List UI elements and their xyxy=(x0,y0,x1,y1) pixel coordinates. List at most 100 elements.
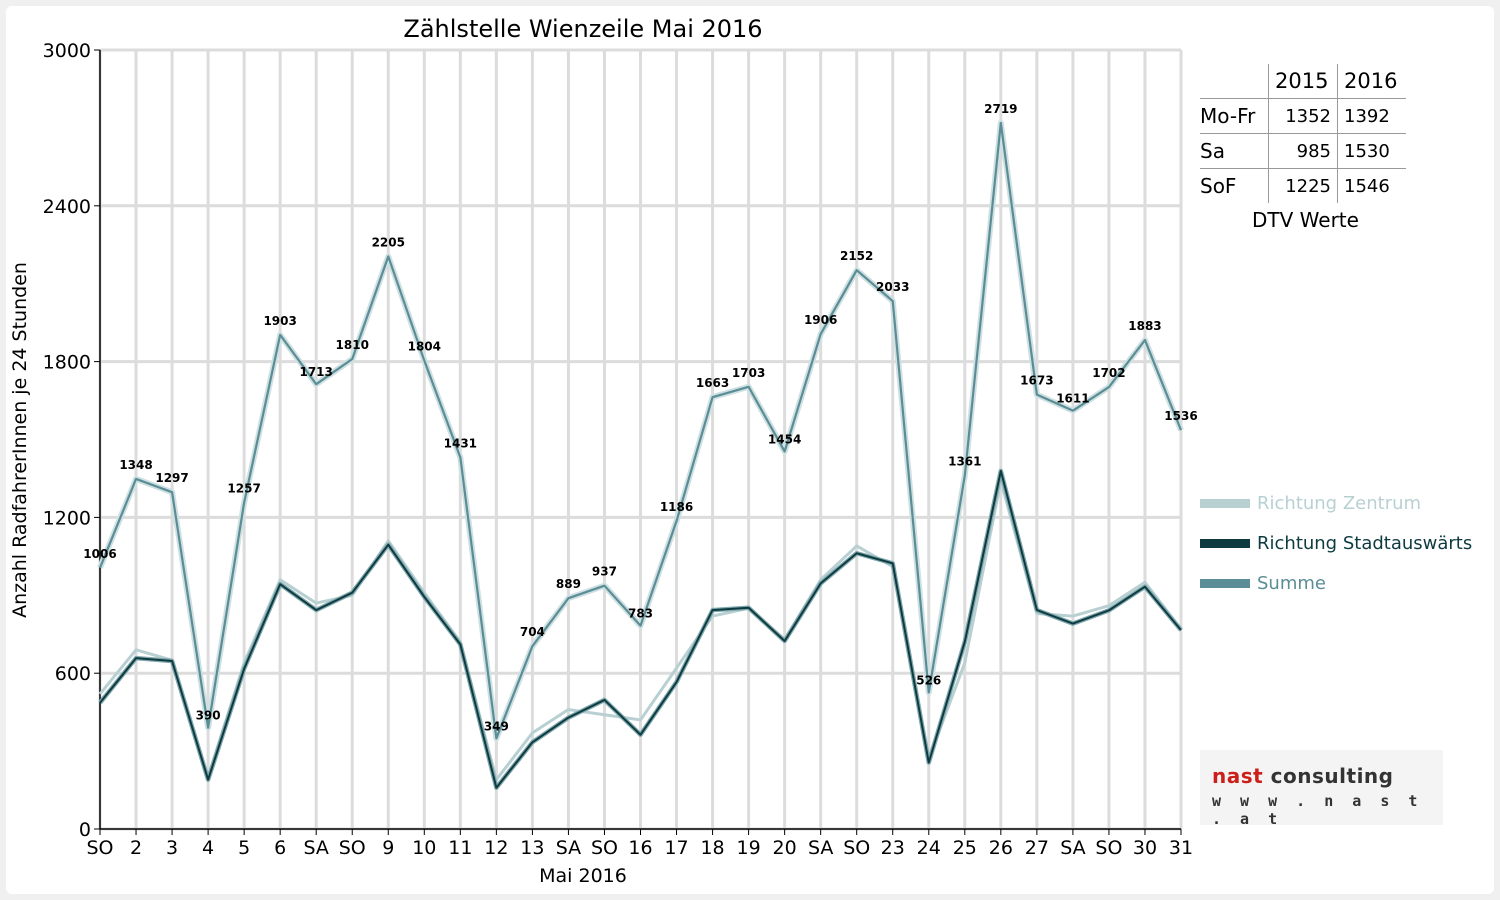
x-tick-label: SO xyxy=(86,837,113,859)
y-tick-label: 0 xyxy=(79,819,91,841)
legend-item-stadtauswaerts: Richtung Stadtauswärts xyxy=(1200,533,1472,554)
dtv-value-2015: 1352 xyxy=(1268,98,1338,134)
data-label: 1257 xyxy=(227,482,260,496)
data-label: 1611 xyxy=(1056,392,1089,406)
x-tick-label: SA xyxy=(303,837,328,859)
x-tick-label: 17 xyxy=(664,837,688,859)
data-label: 1702 xyxy=(1092,366,1125,380)
data-label: 1810 xyxy=(336,338,369,352)
x-tick-label: 5 xyxy=(238,837,250,859)
axes: 0 600 1200 1800 2400 3000 SO 2 3 4 5 6 SA SO 9 10 11 12 13… xyxy=(43,40,1193,859)
chart-title: Zählstelle Wienzeile Mai 2016 xyxy=(403,15,762,43)
legend-item-summe: Summe xyxy=(1200,573,1326,594)
data-label: 1703 xyxy=(732,366,765,380)
x-tick-label: 19 xyxy=(737,837,761,859)
data-label: 937 xyxy=(592,565,617,579)
data-label: 1536 xyxy=(1164,409,1197,423)
x-tick-label: SO xyxy=(1095,837,1122,859)
x-tick-label: 4 xyxy=(202,837,214,859)
dtv-header-2015: 2015 xyxy=(1268,64,1338,99)
data-label: 1361 xyxy=(948,455,981,469)
logo-url: w w w . n a s t . a t xyxy=(1212,792,1423,828)
x-tick-label: 30 xyxy=(1133,837,1157,859)
data-label: 1454 xyxy=(768,432,801,446)
data-label: 1348 xyxy=(119,458,152,472)
data-label: 1673 xyxy=(1020,374,1053,388)
y-tick-label: 3000 xyxy=(43,40,91,62)
x-tick-label: 3 xyxy=(166,837,178,859)
y-axis-label: Anzahl RadfahrerInnen je 24 Stunden xyxy=(9,262,31,618)
data-label: 1906 xyxy=(804,313,837,327)
x-tick-label: 25 xyxy=(953,837,977,859)
data-label: 1663 xyxy=(696,376,729,390)
y-tick-label: 600 xyxy=(55,663,91,685)
legend-swatch xyxy=(1200,539,1250,548)
x-tick-label: 9 xyxy=(382,837,394,859)
data-label: 526 xyxy=(916,673,941,687)
dtv-caption: DTV Werte xyxy=(1252,208,1359,232)
legend-item-zentrum: Richtung Zentrum xyxy=(1200,493,1421,514)
x-tick-label: SA xyxy=(556,837,581,859)
x-tick-label: 6 xyxy=(274,837,286,859)
legend-swatch xyxy=(1200,499,1250,508)
dtv-value-2016: 1530 xyxy=(1337,133,1406,169)
legend-label: Richtung Stadtauswärts xyxy=(1257,533,1473,554)
x-tick-label: 16 xyxy=(628,837,652,859)
data-label: 2205 xyxy=(372,235,405,249)
data-label: 1804 xyxy=(408,340,441,354)
data-label: 889 xyxy=(556,577,581,591)
y-tick-label: 1800 xyxy=(43,352,91,374)
grid xyxy=(98,48,1183,831)
data-label: 390 xyxy=(196,709,221,723)
legend-swatch xyxy=(1200,579,1250,588)
series-lines xyxy=(97,119,1184,790)
data-label: 1186 xyxy=(660,500,693,514)
legend-label: Richtung Zentrum xyxy=(1257,493,1422,514)
x-tick-label: 12 xyxy=(484,837,508,859)
x-tick-label: 11 xyxy=(448,837,472,859)
data-label: 1713 xyxy=(299,365,332,379)
data-label: 2152 xyxy=(840,249,873,263)
x-tick-label: SO xyxy=(339,837,366,859)
x-tick-label: SO xyxy=(591,837,618,859)
x-tick-label: 18 xyxy=(700,837,724,859)
dtv-value-2016: 1546 xyxy=(1337,168,1406,203)
x-tick-label: SA xyxy=(1060,837,1085,859)
y-tick-label: 1200 xyxy=(43,507,91,529)
x-tick-label: 23 xyxy=(881,837,905,859)
x-tick-label: 26 xyxy=(989,837,1013,859)
dtv-row-label: Mo-Fr xyxy=(1200,98,1269,134)
dtv-value-2015: 985 xyxy=(1268,133,1338,169)
x-tick-label: 24 xyxy=(917,837,941,859)
data-label: 783 xyxy=(628,607,653,621)
x-tick-label: 27 xyxy=(1025,837,1049,859)
data-label: 1431 xyxy=(444,436,477,450)
series-line-stadtauswaerts xyxy=(99,469,1182,789)
dtv-row: Mo-Fr 1352 1392 xyxy=(1200,98,1406,134)
dtv-row-label: Sa xyxy=(1200,133,1269,169)
dtv-header-2016: 2016 xyxy=(1337,64,1406,99)
data-label: 1883 xyxy=(1128,319,1161,333)
x-tick-label: 10 xyxy=(412,837,436,859)
x-tick-label: 20 xyxy=(773,837,797,859)
series-line-summe xyxy=(98,121,1183,740)
dtv-row-label: SoF xyxy=(1200,168,1269,203)
data-label: 2719 xyxy=(984,102,1017,116)
dtv-value-2015: 1225 xyxy=(1268,168,1338,203)
x-tick-label: SO xyxy=(843,837,870,859)
data-label: 1903 xyxy=(263,314,296,328)
x-tick-label: 31 xyxy=(1169,837,1193,859)
y-tick-label: 2400 xyxy=(43,196,91,218)
data-label: 1006 xyxy=(83,547,116,561)
x-tick-label: 13 xyxy=(520,837,544,859)
legend-label: Summe xyxy=(1257,573,1326,594)
logo-wordmark: nast consulting xyxy=(1212,764,1394,788)
dtv-row: Sa 985 1530 xyxy=(1200,133,1406,169)
data-label: 2033 xyxy=(876,280,909,294)
dtv-header-row: 2015 2016 xyxy=(1200,64,1406,99)
data-label: 704 xyxy=(520,625,545,639)
data-label: 349 xyxy=(484,719,509,733)
company-logo: nast consulting w w w . n a s t . a t xyxy=(1200,750,1443,828)
